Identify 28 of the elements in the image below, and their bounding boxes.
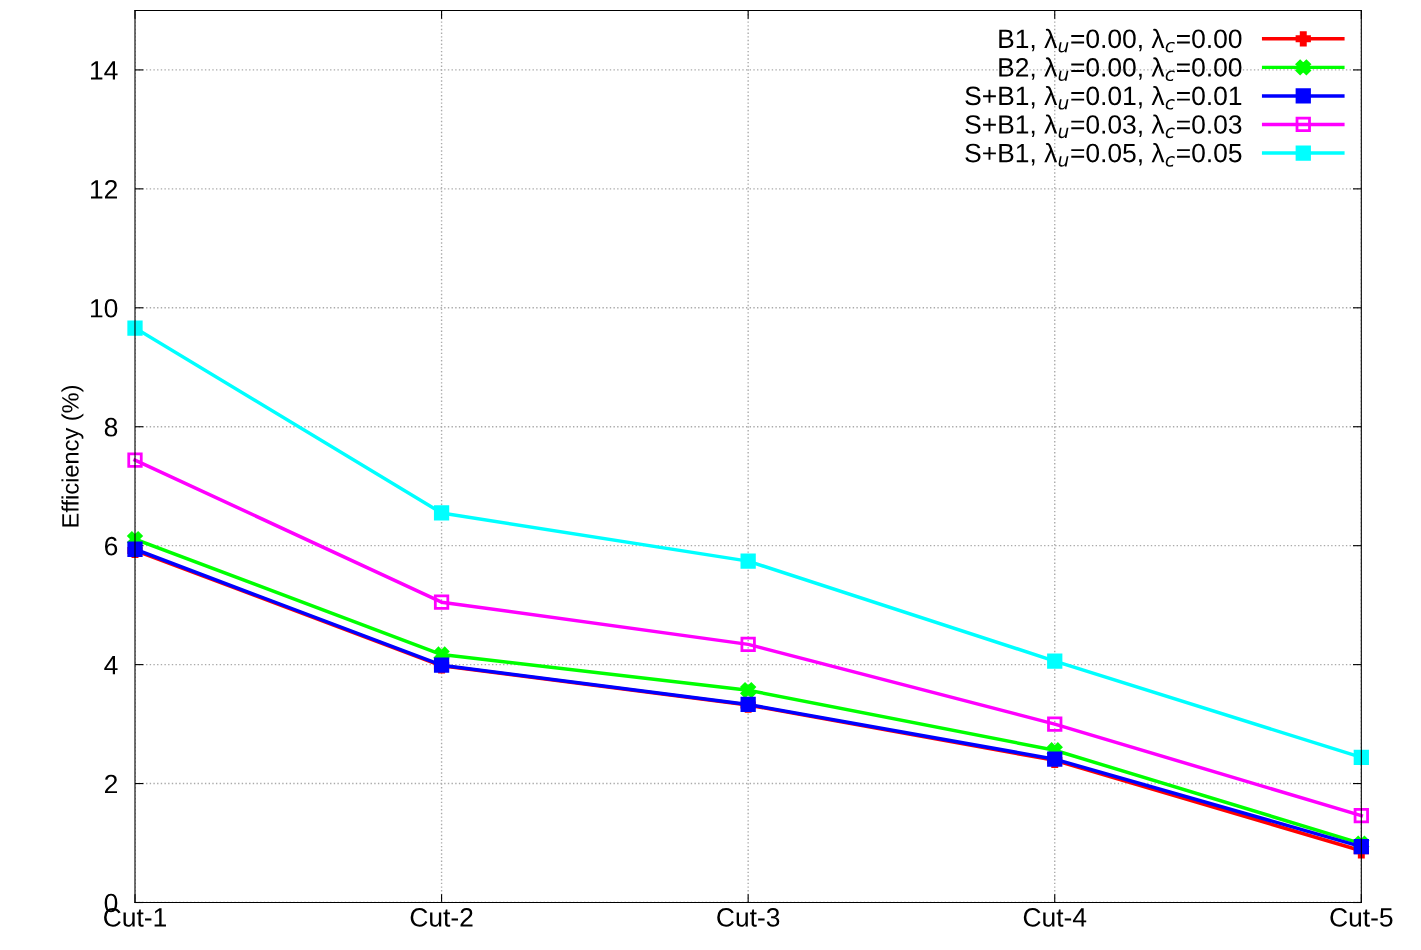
point xyxy=(127,320,143,336)
y-tick-label: 8 xyxy=(104,417,118,437)
legend-label: B2, λ$_{u}$=0.00, λ$_{c}$=0.00 xyxy=(999,57,1242,82)
point xyxy=(433,594,450,610)
point xyxy=(740,682,756,698)
point xyxy=(127,452,143,468)
point xyxy=(1353,749,1369,766)
legend-label: B1, λ$_{u}$=0.00, λ$_{c}$=0.00 xyxy=(999,28,1242,53)
y-tick-label: 2 xyxy=(104,774,117,794)
x-tick-label: Cut-2 xyxy=(410,908,473,927)
point xyxy=(433,505,450,521)
y-axis-title: Efficiency (%) xyxy=(61,385,84,527)
legend-label: S+B1, λ$_{u}$=0.05, λ$_{c}$=0.05 xyxy=(965,143,1242,167)
point xyxy=(1047,653,1063,669)
point xyxy=(740,636,756,653)
point xyxy=(1047,716,1063,732)
x-tick-label: Cut-5 xyxy=(1330,908,1393,927)
y-tick-label: 4 xyxy=(104,656,118,675)
point xyxy=(1353,808,1369,824)
y-tick-label: 6 xyxy=(104,536,118,556)
legend-label: S+B1, λ$_{u}$=0.03, λ$_{c}$=0.03 xyxy=(965,114,1242,139)
legend-label: S+B1, λ$_{u}$=0.01, λ$_{c}$=0.01 xyxy=(965,85,1242,110)
y-tick-label: 10 xyxy=(90,298,118,318)
x-tick-label: Cut-4 xyxy=(1023,908,1087,927)
point xyxy=(740,553,756,569)
y-tick-label: 12 xyxy=(90,179,118,199)
y-tick-label: 14 xyxy=(90,61,118,80)
x-tick-label: Cut-3 xyxy=(717,908,780,927)
